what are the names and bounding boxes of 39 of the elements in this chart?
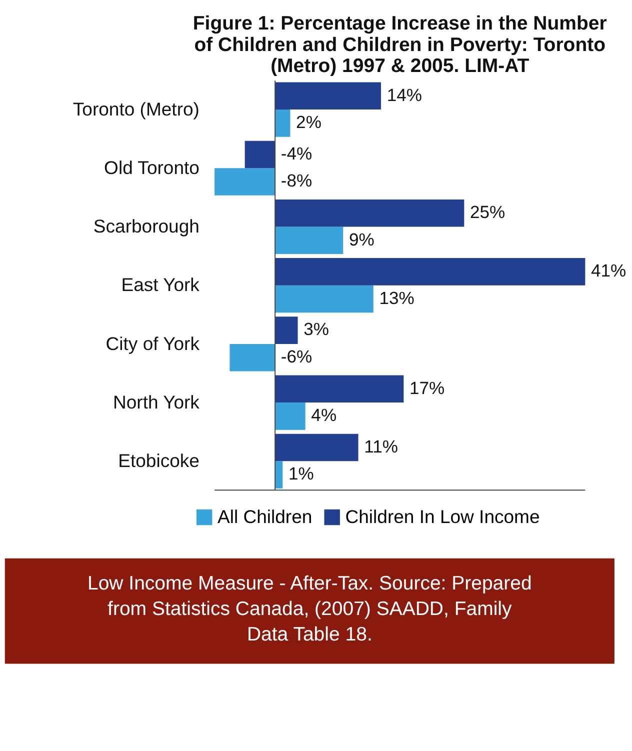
y-tick-label: Scarborough (93, 216, 200, 237)
data-label: 17% (410, 378, 445, 398)
bar (275, 434, 358, 462)
y-tick-label: East York (121, 274, 200, 296)
bar (244, 140, 276, 168)
y-tick-label: North York (112, 391, 200, 412)
bar (275, 226, 344, 254)
bar (275, 199, 464, 227)
bar (275, 110, 290, 137)
bar (275, 258, 586, 286)
data-label: 1% (288, 464, 314, 484)
text: Low Income Measure - After-Tax. Source: Prepared from Statistics Canada, (2007) SAADD, Family Data Table 18. (87, 572, 532, 646)
data-label: -4% (280, 143, 312, 164)
y-tick-label: Old Toronto (104, 156, 200, 178)
legend-label: Children In Low Income (345, 506, 540, 528)
bar (275, 461, 283, 488)
data-label: -6% (280, 346, 312, 366)
data-label: 13% (379, 288, 414, 308)
data-label: 11% (364, 436, 398, 456)
bar (275, 285, 374, 313)
bar (275, 375, 404, 403)
legend-label: All Children (217, 506, 312, 528)
y-tick-label: City of York (106, 332, 200, 354)
bar (214, 168, 276, 196)
data-label: 4% (311, 405, 337, 426)
bar (275, 82, 381, 110)
data-label: 14% (386, 84, 422, 105)
y-tick-label: Toronto (Metro) (72, 98, 200, 120)
bar (275, 316, 298, 344)
data-label: 9% (349, 229, 374, 250)
bar (275, 402, 306, 430)
data-label: -8% (280, 170, 312, 191)
data-label: 2% (296, 112, 322, 132)
data-label: 41% (591, 260, 626, 281)
bar (230, 344, 276, 372)
chart-title: Figure 1: Percentage Increase in the Number of Children and Children in Poverty: Toronto (Metro) 1997 & 2005. LIM-AT (192, 12, 608, 78)
y-tick-label: Etobicoke (118, 450, 200, 472)
data-label: 3% (304, 319, 329, 340)
data-label: 25% (470, 202, 506, 222)
